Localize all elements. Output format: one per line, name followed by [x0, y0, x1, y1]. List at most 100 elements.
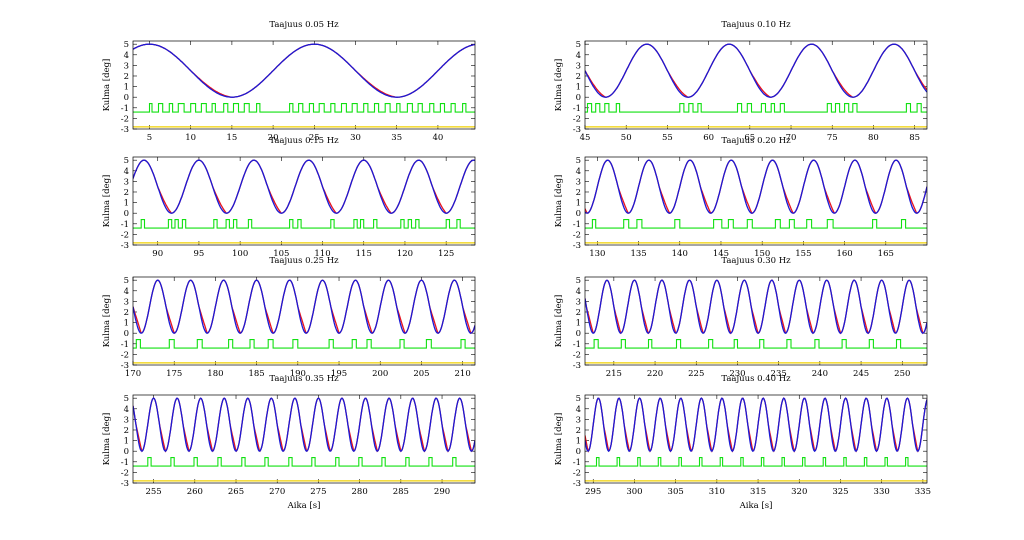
plot-frame [132, 394, 476, 484]
plot-frame [132, 156, 476, 246]
x-tick-label: 215 [606, 369, 622, 379]
x-tick-label: 20 [268, 133, 279, 143]
x-tick-label: 170 [125, 369, 141, 379]
x-tick-label: 320 [791, 487, 807, 497]
y-axis-label: Kulma [deg] [554, 413, 564, 466]
x-tick-label: 35 [391, 133, 402, 143]
x-tick-label: 235 [771, 369, 787, 379]
x-tick-label: 280 [352, 487, 368, 497]
y-tick-label: 0 [124, 447, 129, 457]
y-tick-label: -3 [121, 125, 129, 135]
y-tick-label: -2 [573, 114, 581, 124]
plot-area [585, 43, 927, 128]
chart-title: Taajuus 0.40 Hz [721, 374, 791, 384]
y-tick-label: -3 [121, 361, 129, 371]
x-tick-label: 70 [786, 133, 797, 143]
x-tick-label: 245 [853, 369, 869, 379]
signal-series-line [585, 339, 927, 349]
x-tick-label: 225 [688, 369, 704, 379]
x-tick-label: 75 [827, 133, 838, 143]
x-tick-label: 165 [878, 249, 894, 259]
x-tick-label: 265 [228, 487, 244, 497]
y-axis-label: Kulma [deg] [554, 175, 564, 228]
reference-series-line [133, 159, 475, 214]
x-tick-label: 285 [393, 487, 409, 497]
y-tick-label: -3 [573, 125, 581, 135]
signal-series-line [133, 103, 475, 113]
y-tick-label: -1 [573, 458, 581, 468]
y-tick-label: 1 [576, 199, 581, 209]
chart-title: Taajuus 0.25 Hz [269, 256, 339, 266]
x-tick-label: 145 [713, 249, 729, 259]
signal-series-line [585, 219, 927, 229]
x-tick-label: 10 [185, 133, 196, 143]
y-tick-label: -2 [573, 468, 581, 478]
x-tick-label: 50 [621, 133, 632, 143]
x-tick-label: 25 [309, 133, 320, 143]
chart-title: Taajuus 0.35 Hz [269, 374, 339, 384]
y-tick-label: 2 [576, 72, 581, 82]
x-tick-label: 95 [194, 249, 205, 259]
plot-frame [584, 156, 928, 246]
reference-series-line [585, 279, 927, 334]
y-tick-label: -1 [121, 220, 129, 230]
chart-panel: Taajuus 0.40 Hz Kulma [deg] Aika [s] -3-2-1… [554, 374, 931, 511]
plot-area [585, 159, 927, 244]
y-tick-label: 3 [576, 297, 581, 307]
reference-series-line [585, 159, 927, 214]
x-tick-label: 140 [672, 249, 688, 259]
plot-area [133, 397, 475, 482]
y-tick-label: 4 [124, 51, 129, 61]
y-tick-label: 2 [576, 426, 581, 436]
plot-frame [132, 276, 476, 366]
y-tick-label: 3 [124, 297, 129, 307]
signal-series-line [133, 219, 475, 229]
y-tick-label: -3 [573, 361, 581, 371]
reference-series-line [585, 43, 927, 98]
x-tick-label: 90 [152, 249, 163, 259]
y-tick-label: -1 [573, 340, 581, 350]
y-tick-label: 3 [124, 415, 129, 425]
x-tick-label: 295 [585, 487, 601, 497]
x-tick-label: 210 [455, 369, 471, 379]
chart-title: Taajuus 0.30 Hz [721, 256, 791, 266]
y-tick-label: 0 [576, 329, 581, 339]
y-tick-label: 3 [124, 177, 129, 187]
chart-panel: Taajuus 0.35 Hz Kulma [deg] Aika [s] -3-2-1… [102, 374, 476, 511]
reference-series-line [133, 397, 475, 453]
x-tick-label: 180 [207, 369, 223, 379]
x-tick-label: 105 [273, 249, 289, 259]
plot-area [585, 397, 927, 482]
y-tick-label: 0 [124, 329, 129, 339]
chart-title: Taajuus 0.05 Hz [269, 20, 339, 30]
x-tick-label: 155 [795, 249, 811, 259]
y-tick-label: -2 [573, 350, 581, 360]
x-tick-label: 175 [166, 369, 182, 379]
y-tick-label: 5 [124, 40, 129, 50]
x-tick-label: 330 [874, 487, 890, 497]
x-tick-label: 120 [397, 249, 413, 259]
plot-frame [584, 276, 928, 366]
x-tick-label: 160 [836, 249, 852, 259]
y-tick-label: 4 [124, 287, 129, 297]
y-tick-label: -1 [121, 458, 129, 468]
y-tick-label: 4 [124, 167, 129, 177]
signal-series-line [133, 339, 475, 349]
x-tick-label: 125 [438, 249, 454, 259]
reference-series-line [133, 279, 475, 334]
y-tick-label: 3 [124, 61, 129, 71]
y-tick-label: -1 [573, 104, 581, 114]
chart-title: Taajuus 0.10 Hz [721, 20, 791, 30]
y-tick-label: 2 [124, 188, 129, 198]
x-tick-label: 325 [832, 487, 848, 497]
y-tick-label: 1 [576, 437, 581, 447]
y-tick-label: -2 [121, 468, 129, 478]
